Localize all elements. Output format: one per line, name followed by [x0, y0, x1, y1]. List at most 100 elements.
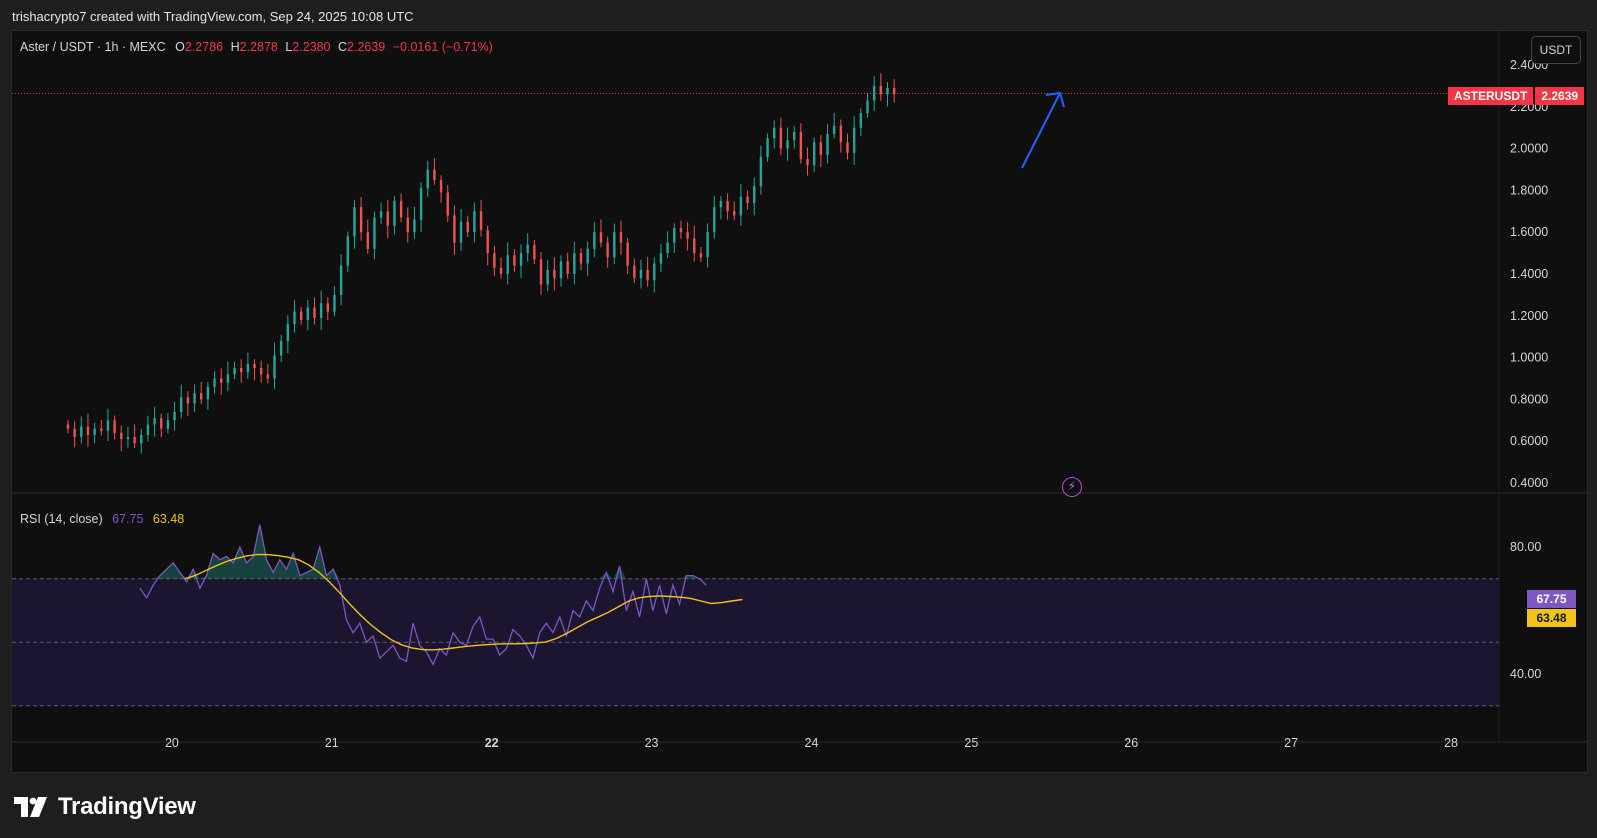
- candle-body: [553, 269, 556, 279]
- tradingview-logo-icon: [14, 797, 47, 817]
- candle-body: [220, 378, 223, 383]
- close-value: 2.2639: [347, 40, 386, 54]
- chart-frame[interactable]: 0.4000 0.6000 0.8000 1.0000 1.2000 1.4000 1.60…: [11, 30, 1588, 773]
- candle-body: [493, 253, 496, 268]
- candle-body: [773, 127, 776, 139]
- tradingview-logo[interactable]: TradingView: [14, 793, 196, 821]
- symbol-name[interactable]: Aster / USDT · 1h · MEXC: [20, 40, 166, 54]
- rsi-line: [139, 524, 707, 667]
- candle-body: [306, 307, 310, 320]
- candle-body: [106, 420, 110, 431]
- candle-body: [699, 253, 703, 258]
- candle-body: [666, 242, 669, 254]
- candle-body: [339, 265, 343, 295]
- candle-body: [499, 267, 503, 274]
- candle-body: [619, 232, 623, 243]
- rsi-overbought-fill: [139, 524, 707, 579]
- time-tick-label: 25: [964, 736, 978, 750]
- candle-body: [73, 428, 76, 438]
- candle-body: [293, 311, 296, 325]
- candle-body: [433, 169, 436, 180]
- candle-body: [593, 232, 596, 249]
- chart-attribution: trishacrypto7 created with TradingView.c…: [12, 9, 414, 24]
- candle-body: [846, 142, 849, 153]
- rsi-legend: RSI (14, close) 67.75 63.48: [20, 512, 184, 526]
- candle-body: [533, 244, 536, 260]
- candle-body: [279, 340, 283, 356]
- candle-body: [113, 420, 116, 433]
- candle-body: [333, 294, 336, 312]
- candle-body: [246, 363, 250, 373]
- candle-body: [473, 211, 476, 233]
- candle-body: [180, 397, 183, 412]
- candle-body: [613, 232, 616, 258]
- price-tick-label: 1.8000: [1510, 183, 1548, 197]
- candle-body: [852, 127, 856, 153]
- time-tick-label: 21: [325, 736, 339, 750]
- low-value: 2.2380: [292, 40, 331, 54]
- candle-body: [519, 253, 523, 266]
- candle-body: [759, 156, 763, 187]
- candle-body: [120, 432, 123, 440]
- chart-canvas[interactable]: 0.4000 0.6000 0.8000 1.0000 1.2000 1.4000 1.60…: [12, 31, 1587, 772]
- candle-body: [439, 179, 443, 193]
- price-tick-label: 0.8000: [1510, 392, 1548, 406]
- candles: [66, 73, 896, 454]
- candle-body: [259, 368, 263, 375]
- lightning-alert-icon[interactable]: ⚡: [1062, 477, 1082, 497]
- candle-body: [693, 238, 696, 254]
- candle-body: [513, 255, 516, 266]
- candle-body: [173, 411, 176, 421]
- candle-body: [892, 87, 896, 95]
- candle-body: [186, 397, 190, 404]
- candle-body: [819, 142, 823, 155]
- candle-body: [626, 242, 629, 266]
- candle-body: [686, 232, 689, 239]
- candle-body: [726, 200, 729, 212]
- candle-body: [826, 133, 829, 155]
- candle-body: [80, 426, 83, 438]
- rsi-ma-value: 63.48: [152, 512, 185, 526]
- candle-body: [806, 159, 809, 166]
- candle-body: [839, 125, 843, 143]
- candle-body: [546, 269, 549, 285]
- author-name: trishacrypto7: [12, 9, 87, 24]
- time-tick-label: 20: [165, 736, 179, 750]
- candle-body: [346, 236, 349, 266]
- candle-body: [606, 242, 609, 258]
- candle-body: [86, 426, 90, 435]
- currency-button[interactable]: USDT: [1531, 36, 1581, 64]
- price-tick-label: 1.2000: [1510, 309, 1548, 323]
- candle-body: [673, 228, 676, 243]
- candle-body: [886, 87, 889, 95]
- price-tick-label: 0.4000: [1510, 476, 1548, 490]
- last-price-tag: ASTERUSDT 2.2639: [1448, 87, 1585, 105]
- rsi-label[interactable]: RSI (14, close): [20, 512, 103, 526]
- candle-body: [366, 232, 369, 249]
- open-label: O: [175, 40, 185, 54]
- candle-body: [239, 368, 243, 373]
- candle-body: [419, 188, 423, 220]
- candle-body: [659, 253, 663, 264]
- candle-body: [326, 303, 330, 312]
- price-tag-symbol: ASTERUSDT: [1448, 87, 1534, 105]
- candle-body: [393, 200, 396, 226]
- candle-body: [706, 232, 709, 258]
- candle-body: [313, 307, 316, 318]
- time-tick-label: 24: [805, 736, 819, 750]
- candle-body: [566, 261, 569, 274]
- candle-body: [133, 437, 136, 444]
- candle-body: [479, 211, 483, 231]
- candle-body: [633, 265, 636, 279]
- candle-body: [799, 131, 803, 160]
- trend-arrow-head: [1045, 91, 1065, 108]
- candle-body: [446, 192, 449, 216]
- rsi-ma-value-tag: 63.48: [1527, 609, 1576, 627]
- candle-body: [872, 85, 876, 101]
- candle-body: [573, 253, 576, 274]
- candle-body: [733, 211, 736, 216]
- time-tick-label: 23: [645, 736, 659, 750]
- candle-body: [100, 428, 103, 431]
- candle-body: [599, 232, 603, 243]
- candle-body: [399, 200, 403, 218]
